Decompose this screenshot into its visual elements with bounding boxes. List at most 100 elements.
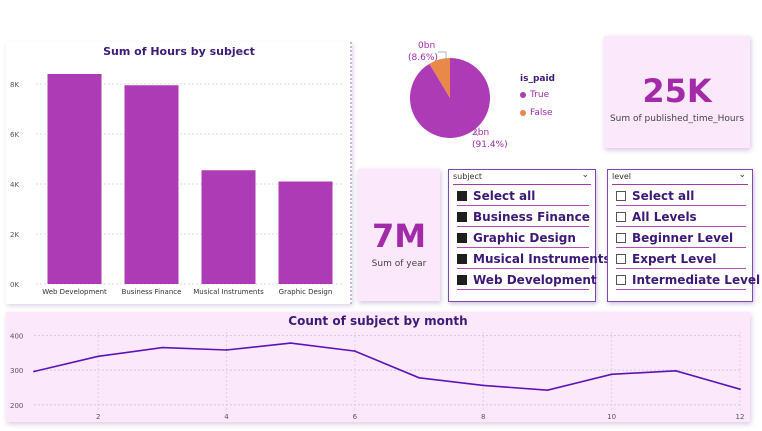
pie-legend-title: is_paid bbox=[520, 74, 555, 84]
pie-chart-card: 0bn (8.6%) 2bn (91.4%) is_paid True Fals… bbox=[360, 36, 592, 166]
subject-slicer-header: subject bbox=[453, 172, 482, 181]
kpi-year-card: 7M Sum of year bbox=[358, 169, 440, 301]
bar-chart-title: Sum of Hours by subject bbox=[103, 45, 255, 58]
subject-option-label: Musical Instruments bbox=[473, 251, 611, 266]
legend-item-false[interactable]: False bbox=[520, 108, 553, 118]
subject-option-label: Select all bbox=[473, 188, 536, 203]
line-series bbox=[33, 342, 741, 392]
pie-leader-line-true bbox=[473, 129, 479, 137]
x-tick-label: Web Development bbox=[42, 288, 107, 296]
line-chart: 200 300 400 2 4 6 8 10 12 bbox=[10, 332, 745, 421]
line-point bbox=[161, 346, 164, 349]
line-point bbox=[674, 369, 677, 372]
kpi-published-hours-card: 25K Sum of published_time_Hours bbox=[604, 36, 750, 148]
legend-label-false: False bbox=[530, 108, 553, 118]
subject-option-web-development[interactable]: Web Development bbox=[457, 270, 597, 290]
pie-label-false-pct: (8.6%) bbox=[408, 53, 438, 63]
y-tick-label: 6K bbox=[10, 131, 19, 139]
line-point bbox=[354, 350, 356, 352]
pie-label-true-value: 2bn bbox=[472, 128, 490, 138]
bar bbox=[124, 85, 179, 284]
line-point bbox=[33, 370, 35, 373]
legend-dot-false-icon bbox=[520, 110, 526, 116]
y-tick-label: 4K bbox=[10, 181, 19, 189]
legend-item-true[interactable]: True bbox=[520, 90, 549, 100]
pie-chart bbox=[410, 51, 490, 138]
line-point bbox=[610, 373, 613, 376]
legend-label-true: True bbox=[530, 90, 550, 100]
level-slicer: level ⌄ Select all All Levels Beginner L… bbox=[607, 169, 760, 302]
checkbox-checked-icon bbox=[457, 253, 467, 264]
y-tick-label: 300 bbox=[10, 367, 23, 375]
bar bbox=[201, 170, 256, 284]
level-option-label: Select all bbox=[632, 188, 695, 203]
checkbox-checked-icon bbox=[457, 190, 467, 201]
subject-option-label: Graphic Design bbox=[473, 230, 576, 245]
x-tick-label: 6 bbox=[353, 413, 358, 421]
line-point bbox=[739, 388, 741, 391]
pie-slice-false bbox=[429, 58, 450, 98]
level-option-all-levels[interactable]: All Levels bbox=[616, 207, 746, 227]
level-option-label: All Levels bbox=[632, 209, 697, 224]
chevron-down-icon[interactable]: ⌄ bbox=[738, 170, 746, 180]
checkbox-unchecked-icon bbox=[616, 190, 626, 201]
slicer-header-divider bbox=[612, 184, 748, 185]
y-tick-label: 200 bbox=[10, 402, 23, 410]
level-option-label: Intermediate Level bbox=[632, 272, 761, 287]
x-tick-label: 4 bbox=[224, 413, 229, 421]
bar-chart: 0K 2K 4K 6K 8K Web Development Business Financ… bbox=[10, 74, 344, 296]
kpi-published-hours-label: Sum of published_time_Hours bbox=[609, 114, 745, 124]
bar bbox=[47, 74, 102, 284]
chevron-down-icon[interactable]: ⌄ bbox=[581, 170, 589, 180]
x-tick-label: Business Finance bbox=[122, 288, 182, 296]
subject-option-label: Business Finance bbox=[473, 209, 590, 224]
level-slicer-header: level bbox=[612, 172, 632, 181]
line-chart-card: Count of subject by month 200 300 400 2 4 6 8 1… bbox=[6, 312, 750, 422]
x-tick-label: Musical Instruments bbox=[193, 288, 264, 296]
checkbox-checked-icon bbox=[457, 274, 467, 285]
x-tick-label: 2 bbox=[96, 413, 100, 421]
subject-option-graphic-design[interactable]: Graphic Design bbox=[457, 228, 589, 248]
y-tick-label: 8K bbox=[10, 81, 19, 89]
level-option-label: Expert Level bbox=[632, 251, 717, 266]
line-point bbox=[546, 389, 549, 392]
bar bbox=[278, 181, 333, 284]
level-option-beginner-level[interactable]: Beginner Level bbox=[616, 228, 746, 248]
checkbox-unchecked-icon bbox=[616, 211, 626, 222]
y-tick-label: 400 bbox=[10, 332, 23, 340]
pie-label-true-pct: (91.4%) bbox=[472, 140, 508, 150]
line-point bbox=[97, 355, 100, 358]
x-tick-label: 12 bbox=[736, 413, 745, 421]
level-option-label: Beginner Level bbox=[632, 230, 734, 245]
subject-slicer: subject ⌄ Select all Business Finance Gr… bbox=[448, 169, 611, 302]
line-point bbox=[225, 349, 228, 351]
y-tick-label: 0K bbox=[10, 281, 19, 289]
x-tick-label: 8 bbox=[481, 413, 485, 421]
level-option-select-all[interactable]: Select all bbox=[616, 186, 746, 206]
kpi-year-value: 7M bbox=[371, 217, 427, 255]
subject-option-musical-instruments[interactable]: Musical Instruments bbox=[457, 249, 611, 269]
bar-chart-card: Sum of Hours by subject 0K 2K 4K 6K 8K Web De… bbox=[6, 42, 352, 304]
pie-leader-line-false bbox=[438, 51, 447, 59]
kpi-published-hours-value: 25K bbox=[642, 72, 712, 110]
x-tick-label: Graphic Design bbox=[279, 288, 333, 296]
checkbox-unchecked-icon bbox=[616, 253, 626, 264]
checkbox-unchecked-icon bbox=[616, 274, 626, 285]
line-point bbox=[289, 342, 292, 344]
checkbox-checked-icon bbox=[457, 232, 467, 243]
kpi-year-label: Sum of year bbox=[371, 259, 427, 269]
x-tick-label: 10 bbox=[607, 413, 616, 421]
legend-dot-true-icon bbox=[520, 92, 526, 98]
checkbox-checked-icon bbox=[457, 211, 467, 222]
subject-option-label: Web Development bbox=[473, 272, 597, 287]
line-chart-title: Count of subject by month bbox=[288, 314, 468, 328]
level-option-expert-level[interactable]: Expert Level bbox=[616, 249, 746, 269]
line-point bbox=[418, 376, 420, 379]
slicer-header-divider bbox=[453, 184, 591, 185]
level-option-intermediate-level[interactable]: Intermediate Level bbox=[616, 270, 760, 290]
subject-option-business-finance[interactable]: Business Finance bbox=[457, 207, 590, 227]
line-point bbox=[482, 384, 485, 387]
y-tick-label: 2K bbox=[10, 231, 19, 239]
checkbox-unchecked-icon bbox=[616, 232, 626, 243]
subject-option-select-all[interactable]: Select all bbox=[457, 186, 589, 206]
